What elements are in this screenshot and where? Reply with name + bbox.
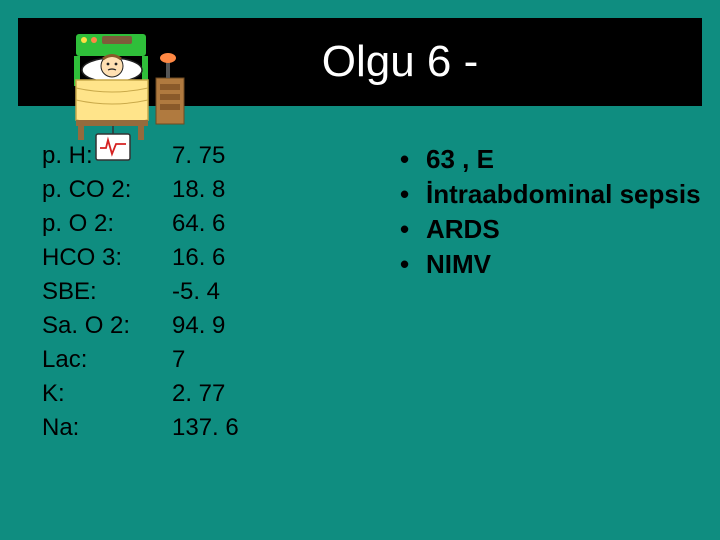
lab-row: Sa. O 2:94. 9 [42,312,239,340]
lab-value: 137. 6 [172,414,239,442]
lab-value: 2. 77 [172,380,225,408]
clinical-item: İntraabdominal sepsis [400,177,701,212]
lab-value: 16. 6 [172,244,225,272]
lab-row: K:2. 77 [42,380,239,408]
lab-value: 7 [172,346,185,374]
lab-value: -5. 4 [172,278,220,306]
clinical-notes-list: 63 , Eİntraabdominal sepsisARDSNIMV [400,142,701,282]
lab-values-table: p. H:7. 75p. CO 2:18. 8p. O 2:64. 6HCO 3… [42,142,239,448]
lab-value: 64. 6 [172,210,225,238]
lab-label: Na: [42,414,172,442]
slide-title: Olgu 6 - [322,37,479,87]
lab-label: Sa. O 2: [42,312,172,340]
clinical-item: 63 , E [400,142,701,177]
lab-label: p. CO 2: [42,176,172,204]
lab-label: HCO 3: [42,244,172,272]
lab-value: 18. 8 [172,176,225,204]
hospital-bed-icon [70,22,190,162]
lab-label: K: [42,380,172,408]
lab-value: 94. 9 [172,312,225,340]
lab-row: HCO 3:16. 6 [42,244,239,272]
lab-row: Lac:7 [42,346,239,374]
lab-label: Lac: [42,346,172,374]
lab-row: Na:137. 6 [42,414,239,442]
lab-row: p. O 2:64. 6 [42,210,239,238]
clinical-item: NIMV [400,247,701,282]
lab-row: SBE: -5. 4 [42,278,239,306]
lab-label: SBE: [42,278,172,306]
clinical-item: ARDS [400,212,701,247]
lab-label: p. O 2: [42,210,172,238]
lab-row: p. CO 2:18. 8 [42,176,239,204]
